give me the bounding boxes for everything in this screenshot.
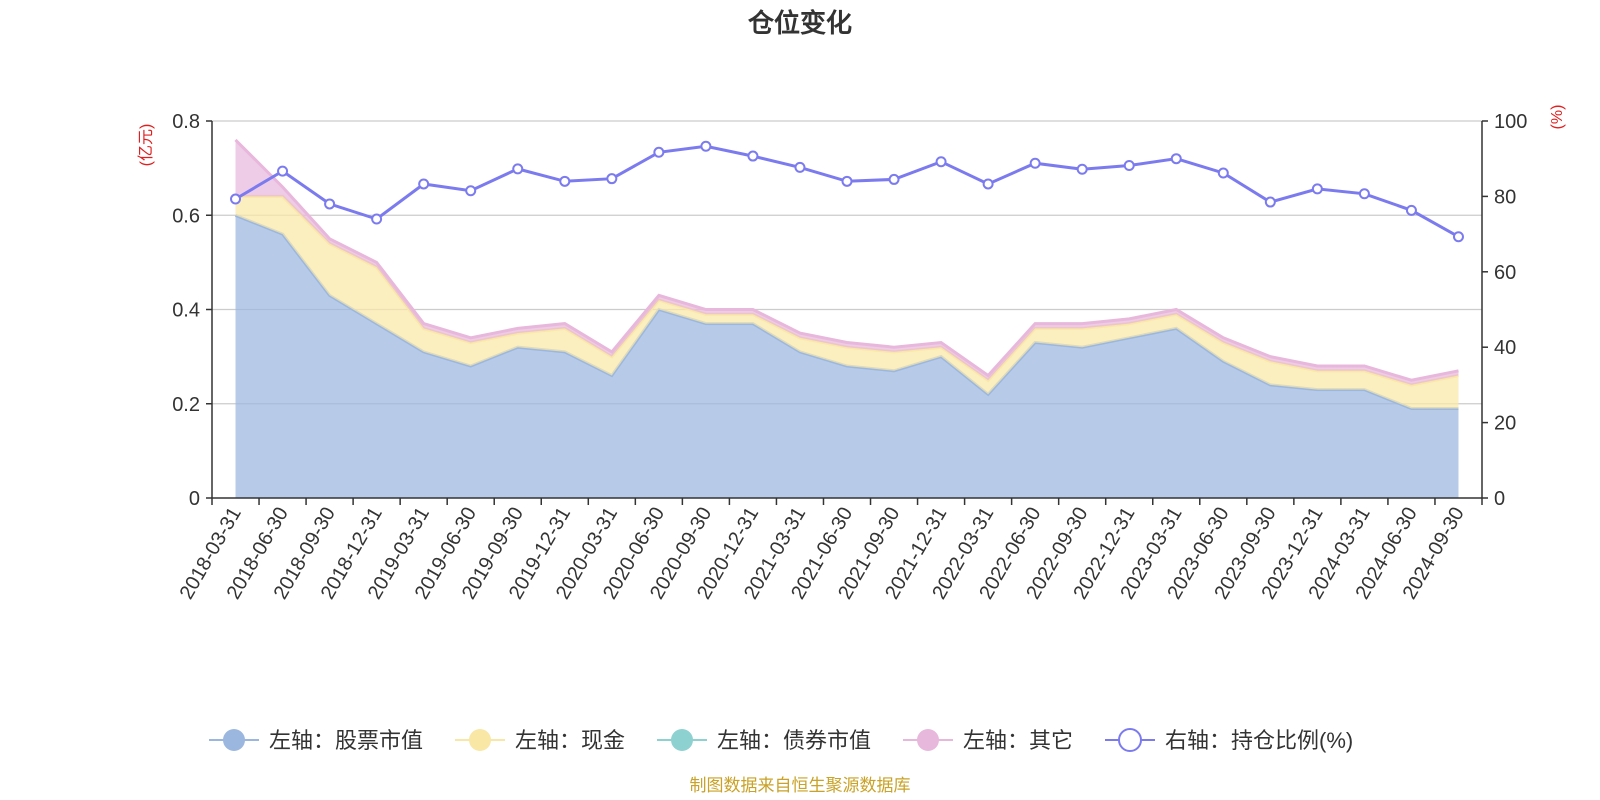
- ratio-point: [1452, 231, 1464, 243]
- right-tick-label: 40: [1494, 337, 1516, 359]
- ratio-line: [230, 140, 1464, 243]
- stacked-areas: [234, 138, 1459, 499]
- legend-label: 左轴：股票市值: [269, 728, 423, 753]
- right-tick-label: 20: [1494, 413, 1516, 435]
- legend-item-3[interactable]: 左轴：其它: [903, 728, 1073, 753]
- ratio-point: [277, 165, 289, 177]
- ratio-point: [1217, 167, 1229, 179]
- ratio-point: [841, 175, 853, 187]
- right-axis-unit: (%): [1549, 105, 1566, 130]
- legend-item-2[interactable]: 左轴：债券市值: [657, 728, 871, 753]
- ratio-point: [606, 173, 618, 185]
- ratio-point: [512, 163, 524, 175]
- right-tick-label: 100: [1494, 111, 1527, 133]
- left-tick-label: 0.6: [172, 205, 200, 227]
- ratio-point: [1264, 196, 1276, 208]
- ratio-point: [653, 146, 665, 158]
- legend-label: 左轴：债券市值: [717, 728, 871, 753]
- ratio-point: [1358, 188, 1370, 200]
- data-source-note: 制图数据来自恒生聚源数据库: [690, 776, 911, 795]
- area-1: [235, 196, 1459, 409]
- ratio-point: [371, 213, 383, 225]
- ratio-point: [418, 178, 430, 190]
- legend-item-1[interactable]: 左轴：现金: [455, 728, 625, 753]
- legend-item-4[interactable]: 右轴：持仓比例(%): [1105, 728, 1353, 753]
- ratio-point: [324, 198, 336, 210]
- ratio-line-path: [234, 144, 1460, 239]
- area-edge-3: [234, 138, 1459, 382]
- chart-title: 仓位变化: [747, 8, 852, 38]
- ratio-point: [1170, 153, 1182, 165]
- legend-marker: [469, 729, 491, 751]
- ratio-point: [747, 150, 759, 162]
- ratio-point: [794, 161, 806, 173]
- legend-label: 左轴：其它: [963, 728, 1073, 753]
- legend-label: 右轴：持仓比例(%): [1165, 728, 1353, 753]
- left-tick-label: 0.4: [172, 300, 200, 322]
- legend: 左轴：股票市值 左轴：现金 左轴：债券市值 左轴：其它 右轴：持仓比例(%): [209, 728, 1353, 753]
- ratio-point: [1029, 157, 1041, 169]
- legend-marker: [223, 729, 245, 751]
- ratio-point: [1076, 163, 1088, 175]
- ratio-point: [559, 175, 571, 187]
- legend-marker: [1118, 728, 1142, 752]
- legend-marker: [917, 729, 939, 751]
- left-axis-unit: (亿元): [137, 124, 155, 167]
- ratio-point: [982, 178, 994, 190]
- right-tick-label: 60: [1494, 262, 1516, 284]
- ratio-point: [230, 193, 242, 205]
- left-tick-label: 0.2: [172, 394, 200, 416]
- ratio-point: [888, 173, 900, 185]
- ratio-point: [1405, 204, 1417, 216]
- legend-marker: [671, 729, 693, 751]
- right-tick-label: 80: [1494, 186, 1516, 208]
- ratio-point: [1311, 183, 1323, 195]
- ratio-point: [700, 140, 712, 152]
- left-tick-label: 0: [189, 488, 200, 510]
- left-tick-label: 0.8: [172, 111, 200, 133]
- ratio-point: [1123, 159, 1135, 171]
- ratio-point: [465, 185, 477, 197]
- area-0: [235, 215, 1459, 499]
- legend-item-0[interactable]: 左轴：股票市值: [209, 728, 423, 753]
- legend-label: 左轴：现金: [515, 728, 625, 753]
- ratio-point: [935, 156, 947, 168]
- right-tick-label: 0: [1494, 488, 1505, 510]
